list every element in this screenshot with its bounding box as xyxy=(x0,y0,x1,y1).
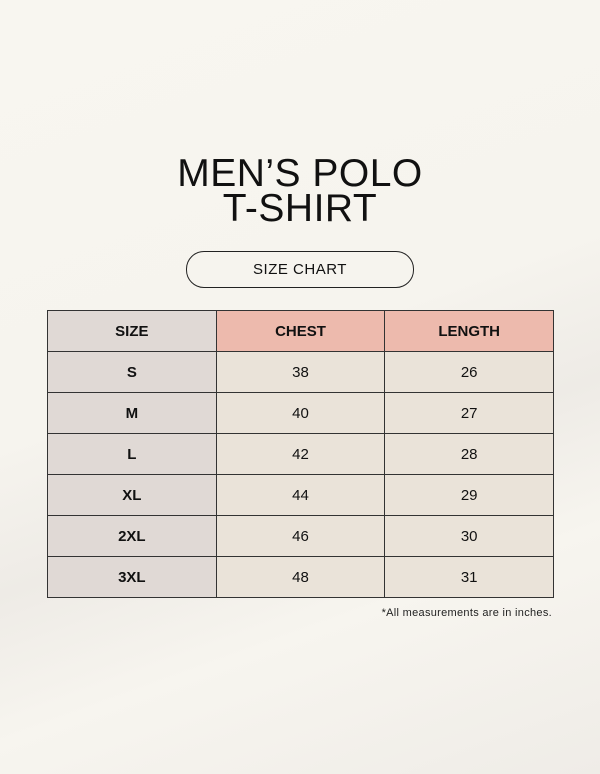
cell-length: 26 xyxy=(384,351,554,393)
cell-length: 29 xyxy=(384,474,554,516)
cell-chest: 48 xyxy=(215,556,386,598)
cell-length: 27 xyxy=(384,392,554,434)
table-header-row: SIZE CHEST LENGTH xyxy=(47,310,554,352)
cell-length: 28 xyxy=(384,433,554,475)
table-row: S 38 26 xyxy=(47,351,554,393)
header-chest: CHEST xyxy=(215,310,386,352)
table-row: L 42 28 xyxy=(47,433,554,475)
footnote: *All measurements are in inches. xyxy=(381,607,552,619)
cell-chest: 40 xyxy=(215,392,386,434)
cell-size: M xyxy=(47,392,217,434)
header-length: LENGTH xyxy=(384,310,554,352)
cell-chest: 42 xyxy=(215,433,386,475)
cell-chest: 44 xyxy=(215,474,386,516)
cell-size: S xyxy=(47,351,217,393)
size-chart-label: SIZE CHART xyxy=(186,251,414,288)
table-row: M 40 27 xyxy=(47,392,554,434)
cell-chest: 46 xyxy=(215,515,386,557)
cell-chest: 38 xyxy=(215,351,386,393)
cell-length: 30 xyxy=(384,515,554,557)
title-line-1: MEN’S POLO xyxy=(177,152,423,195)
table-row: 3XL 48 31 xyxy=(47,556,554,598)
table-row: XL 44 29 xyxy=(47,474,554,516)
cell-size: L xyxy=(47,433,217,475)
cell-length: 31 xyxy=(384,556,554,598)
table-row: 2XL 46 30 xyxy=(47,515,554,557)
cell-size: 3XL xyxy=(47,556,217,598)
size-table: SIZE CHEST LENGTH S 38 26 M 40 27 L 42 28 XL 44 29 2… xyxy=(47,310,554,598)
title-line-2: T-SHIRT xyxy=(222,187,378,230)
header-size: SIZE xyxy=(47,310,217,352)
page-title: MEN’S POLO T-SHIRT xyxy=(0,152,600,230)
cell-size: 2XL xyxy=(47,515,217,557)
cell-size: XL xyxy=(47,474,217,516)
